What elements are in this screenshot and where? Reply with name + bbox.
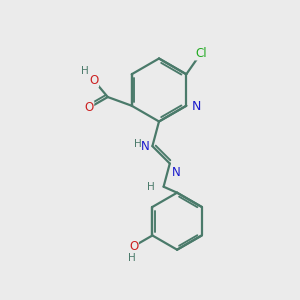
Text: H: H	[147, 182, 154, 192]
Text: O: O	[84, 101, 94, 114]
Text: H: H	[134, 139, 141, 149]
Text: H: H	[128, 253, 136, 263]
Text: H: H	[81, 67, 89, 76]
Text: N: N	[191, 100, 201, 113]
Text: N: N	[172, 166, 181, 179]
Text: N: N	[141, 140, 150, 153]
Text: Cl: Cl	[195, 47, 207, 60]
Text: O: O	[89, 74, 98, 87]
Text: O: O	[129, 240, 138, 253]
